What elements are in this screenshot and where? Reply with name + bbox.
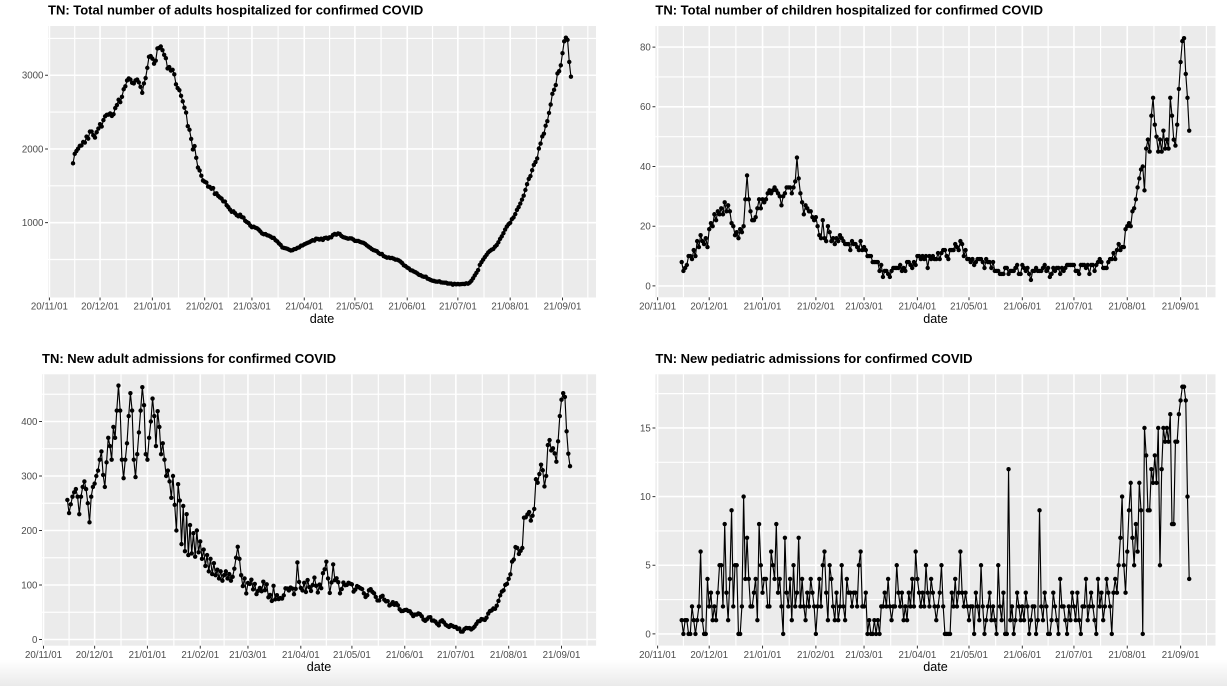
svg-text:0: 0 xyxy=(32,635,38,646)
svg-text:20/11/01: 20/11/01 xyxy=(25,650,62,661)
svg-text:0: 0 xyxy=(645,281,651,292)
svg-text:3000: 3000 xyxy=(22,71,44,82)
svg-text:21/05/01: 21/05/01 xyxy=(950,650,988,661)
svg-text:21/06/01: 21/06/01 xyxy=(1003,302,1041,313)
svg-text:21/01/01: 21/01/01 xyxy=(129,650,167,661)
svg-text:1000: 1000 xyxy=(22,218,44,229)
svg-text:21/09/01: 21/09/01 xyxy=(544,302,582,313)
svg-text:21/01/01: 21/01/01 xyxy=(134,302,172,313)
svg-text:2000: 2000 xyxy=(22,144,44,155)
svg-text:10: 10 xyxy=(640,492,651,503)
svg-text:TN: Total number of children h: TN: Total number of children hospitalize… xyxy=(655,3,1043,18)
svg-text:21/06/01: 21/06/01 xyxy=(386,650,424,661)
svg-text:date: date xyxy=(307,660,332,674)
svg-text:21/07/01: 21/07/01 xyxy=(1055,302,1093,313)
svg-text:21/05/01: 21/05/01 xyxy=(333,650,371,661)
svg-text:300: 300 xyxy=(21,471,38,482)
svg-text:21/07/01: 21/07/01 xyxy=(437,650,475,661)
svg-text:20/12/01: 20/12/01 xyxy=(690,650,728,661)
svg-text:100: 100 xyxy=(21,580,38,591)
svg-text:21/05/01: 21/05/01 xyxy=(950,302,988,313)
svg-text:21/01/01: 21/01/01 xyxy=(744,302,782,313)
svg-text:60: 60 xyxy=(640,102,651,113)
svg-text:40: 40 xyxy=(640,162,651,173)
svg-text:400: 400 xyxy=(21,417,38,428)
svg-text:21/09/01: 21/09/01 xyxy=(1162,302,1200,313)
svg-text:21/02/01: 21/02/01 xyxy=(181,650,219,661)
svg-text:TN: New pediatric admissions f: TN: New pediatric admissions for confirm… xyxy=(655,351,972,366)
svg-text:21/07/01: 21/07/01 xyxy=(1055,650,1093,661)
svg-text:21/08/01: 21/08/01 xyxy=(490,650,528,661)
svg-text:20/12/01: 20/12/01 xyxy=(81,302,119,313)
svg-text:15: 15 xyxy=(640,423,651,434)
svg-text:5: 5 xyxy=(645,561,650,572)
svg-text:date: date xyxy=(310,312,335,326)
svg-text:20/11/01: 20/11/01 xyxy=(31,302,68,313)
svg-text:21/08/01: 21/08/01 xyxy=(1108,650,1146,661)
svg-text:date: date xyxy=(923,660,948,674)
svg-text:20/12/01: 20/12/01 xyxy=(690,302,728,313)
svg-text:0: 0 xyxy=(645,629,651,640)
svg-text:21/02/01: 21/02/01 xyxy=(186,302,224,313)
svg-text:21/08/01: 21/08/01 xyxy=(1108,302,1146,313)
svg-text:21/03/01: 21/03/01 xyxy=(845,302,883,313)
svg-text:TN: New adult admissions for c: TN: New adult admissions for confirmed C… xyxy=(42,351,336,366)
svg-text:21/05/01: 21/05/01 xyxy=(336,302,374,313)
svg-text:21/02/01: 21/02/01 xyxy=(797,650,835,661)
svg-text:21/04/01: 21/04/01 xyxy=(899,650,937,661)
svg-text:20/12/01: 20/12/01 xyxy=(76,650,114,661)
svg-text:21/04/01: 21/04/01 xyxy=(899,302,937,313)
svg-text:21/01/01: 21/01/01 xyxy=(744,650,782,661)
svg-text:200: 200 xyxy=(21,526,38,537)
svg-text:20: 20 xyxy=(640,222,651,233)
svg-text:21/06/01: 21/06/01 xyxy=(1003,650,1041,661)
svg-text:21/03/01: 21/03/01 xyxy=(845,650,883,661)
svg-text:TN: Total number of adults hos: TN: Total number of adults hospitalized … xyxy=(48,3,423,18)
svg-text:21/04/01: 21/04/01 xyxy=(282,650,320,661)
svg-text:20/11/01: 20/11/01 xyxy=(639,650,676,661)
svg-text:21/06/01: 21/06/01 xyxy=(388,302,426,313)
svg-text:21/09/01: 21/09/01 xyxy=(543,650,581,661)
svg-text:21/03/01: 21/03/01 xyxy=(229,650,267,661)
svg-text:21/03/01: 21/03/01 xyxy=(233,302,271,313)
svg-text:80: 80 xyxy=(640,43,651,54)
svg-text:20/11/01: 20/11/01 xyxy=(639,302,676,313)
svg-text:date: date xyxy=(923,312,948,326)
svg-text:21/09/01: 21/09/01 xyxy=(1162,650,1200,661)
svg-text:21/02/01: 21/02/01 xyxy=(797,302,835,313)
svg-text:21/08/01: 21/08/01 xyxy=(491,302,529,313)
svg-text:21/07/01: 21/07/01 xyxy=(439,302,477,313)
svg-text:21/04/01: 21/04/01 xyxy=(285,302,323,313)
